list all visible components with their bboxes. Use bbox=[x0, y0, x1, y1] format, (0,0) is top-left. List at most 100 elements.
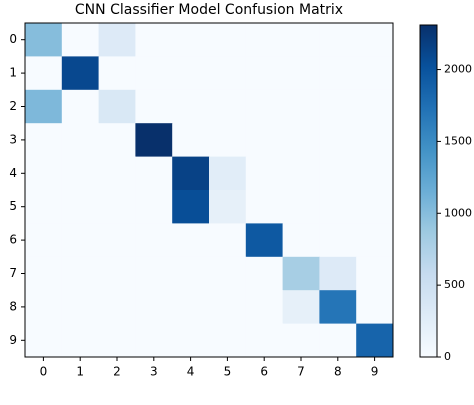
cell bbox=[245, 323, 284, 358]
cell bbox=[61, 256, 100, 291]
cell bbox=[282, 23, 320, 57]
cell bbox=[282, 256, 320, 291]
cell bbox=[209, 56, 247, 91]
cell bbox=[209, 290, 247, 325]
cell bbox=[25, 256, 63, 291]
y-tick-label: 0 bbox=[9, 32, 17, 46]
cell bbox=[135, 190, 173, 224]
cell bbox=[98, 123, 136, 158]
cell bbox=[61, 89, 100, 124]
x-tick-label: 2 bbox=[113, 365, 121, 379]
colorbar-tick-label: 500 bbox=[444, 278, 465, 291]
cell bbox=[282, 323, 320, 358]
cell bbox=[98, 56, 136, 91]
cell bbox=[356, 256, 394, 291]
plot-frame bbox=[24, 22, 394, 358]
x-tick-label: 1 bbox=[76, 365, 84, 379]
y-tick-label: 5 bbox=[9, 199, 17, 213]
cell bbox=[61, 223, 100, 258]
cell bbox=[356, 323, 394, 358]
cell bbox=[172, 23, 210, 57]
cell bbox=[135, 56, 173, 91]
cell bbox=[245, 156, 284, 191]
x-tick-label: 6 bbox=[260, 365, 268, 379]
cell bbox=[172, 156, 210, 191]
cell bbox=[172, 190, 210, 224]
cell bbox=[61, 156, 100, 191]
y-tick-label: 1 bbox=[9, 66, 17, 80]
cell bbox=[61, 190, 100, 224]
y-tick-label: 9 bbox=[9, 333, 17, 347]
cell bbox=[135, 256, 173, 291]
x-tick-label: 4 bbox=[187, 365, 195, 379]
colorbar-tick-label: 2000 bbox=[444, 63, 472, 76]
cell bbox=[172, 256, 210, 291]
cell bbox=[135, 156, 173, 191]
cell bbox=[356, 190, 394, 224]
x-tick-label: 0 bbox=[40, 365, 48, 379]
cell bbox=[282, 223, 320, 258]
cell bbox=[319, 156, 357, 191]
colorbar-tick-label: 1000 bbox=[444, 206, 472, 219]
cell bbox=[61, 323, 100, 358]
y-tick-label: 3 bbox=[9, 132, 17, 146]
cell bbox=[282, 190, 320, 224]
cell bbox=[209, 23, 247, 57]
cell bbox=[319, 323, 357, 358]
cell bbox=[245, 123, 284, 158]
cell bbox=[135, 89, 173, 124]
cell bbox=[135, 290, 173, 325]
cell bbox=[98, 256, 136, 291]
y-tick-label: 8 bbox=[9, 299, 17, 313]
cell bbox=[25, 290, 63, 325]
cell bbox=[245, 190, 284, 224]
cell bbox=[245, 223, 284, 258]
cell bbox=[356, 156, 394, 191]
cell bbox=[209, 256, 247, 291]
cell bbox=[319, 89, 357, 124]
cell bbox=[319, 23, 357, 57]
x-tick-label: 9 bbox=[371, 365, 379, 379]
cell bbox=[25, 123, 63, 158]
cell bbox=[25, 23, 63, 57]
cell bbox=[98, 89, 136, 124]
cell bbox=[98, 223, 136, 258]
cell bbox=[282, 156, 320, 191]
cell bbox=[282, 290, 320, 325]
cell bbox=[98, 290, 136, 325]
cell bbox=[282, 123, 320, 158]
cell bbox=[245, 23, 284, 57]
cell bbox=[172, 323, 210, 358]
colorbar-scale bbox=[419, 24, 438, 358]
cell bbox=[209, 156, 247, 191]
cell bbox=[209, 190, 247, 224]
y-tick-label: 6 bbox=[9, 233, 17, 247]
y-tick-label: 7 bbox=[9, 266, 17, 280]
colorbar-tick-label: 0 bbox=[444, 350, 451, 363]
colorbar-tick-label: 1500 bbox=[444, 134, 472, 147]
cell bbox=[209, 223, 247, 258]
cell bbox=[209, 123, 247, 158]
cell bbox=[245, 290, 284, 325]
cell bbox=[319, 223, 357, 258]
x-tick-label: 7 bbox=[297, 365, 305, 379]
cell bbox=[25, 323, 63, 358]
cell bbox=[98, 156, 136, 191]
cell bbox=[25, 223, 63, 258]
cell bbox=[319, 123, 357, 158]
colorbar: 0 500 1000 1500 2000 bbox=[419, 24, 472, 363]
cell bbox=[282, 56, 320, 91]
chart-title: CNN Classifier Model Confusion Matrix bbox=[75, 2, 343, 18]
cell bbox=[25, 56, 63, 91]
cell bbox=[209, 323, 247, 358]
cell bbox=[25, 89, 63, 124]
cell bbox=[356, 223, 394, 258]
cell bbox=[61, 56, 100, 91]
cell bbox=[61, 123, 100, 158]
cell bbox=[25, 190, 63, 224]
cell bbox=[209, 89, 247, 124]
cell bbox=[61, 23, 100, 57]
y-tick-label: 4 bbox=[9, 166, 17, 180]
cell bbox=[319, 190, 357, 224]
